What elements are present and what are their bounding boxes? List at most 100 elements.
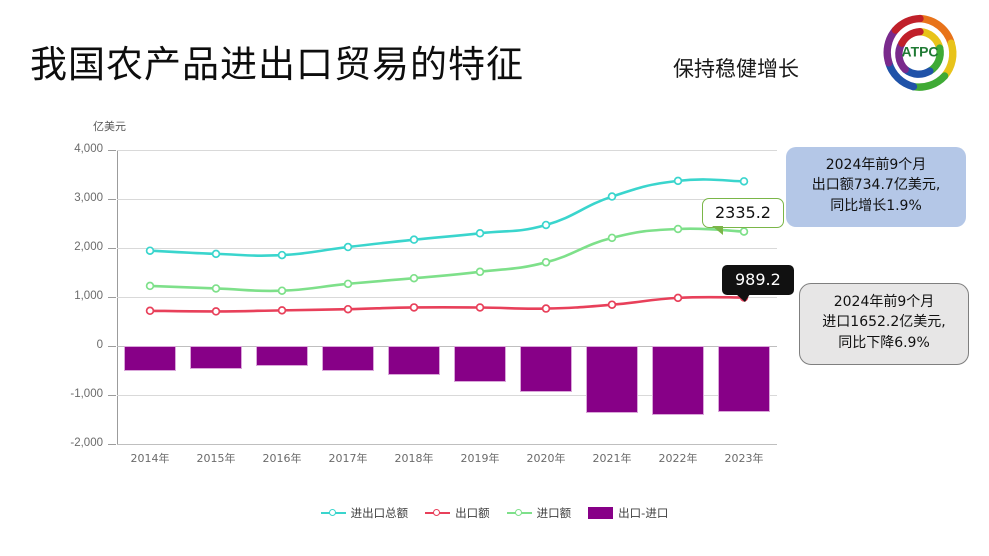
chart-legend: 进出口总额 出口额 进口额 出口-进口: [0, 505, 989, 521]
bar: [123, 346, 177, 371]
data-point-marker: [343, 242, 353, 252]
legend-item[interactable]: 出口-进口: [588, 505, 668, 521]
y-axis-tick: [108, 395, 116, 396]
bar: [453, 346, 507, 382]
legend-label: 出口额: [455, 506, 490, 520]
legend-line-marker-icon: [320, 508, 346, 518]
y-axis-label: 3,000: [74, 192, 103, 204]
export-note: 2024年前9个月 出口额734.7亿美元, 同比增长1.9%: [786, 147, 966, 227]
legend-swatch-icon: [588, 507, 614, 519]
x-axis-line: [117, 444, 777, 445]
y-axis-tick: [108, 150, 116, 151]
legend-label: 进出口总额: [350, 506, 409, 520]
bar: [255, 346, 309, 366]
bar: [651, 346, 705, 415]
import-value-tooltip: 2335.2: [702, 198, 784, 235]
line-path: [148, 227, 746, 293]
legend-item[interactable]: 进口额: [506, 505, 572, 521]
data-point-marker: [145, 246, 155, 255]
gridline: [117, 395, 777, 396]
data-point-marker: [475, 229, 485, 238]
data-point-marker: [673, 224, 683, 234]
y-axis-unit-label: 亿美元: [93, 120, 126, 133]
gridline: [117, 199, 777, 200]
data-point-marker: [277, 250, 287, 260]
x-axis-label: 2017年: [328, 452, 368, 465]
legend-item[interactable]: 出口额: [425, 505, 490, 521]
y-axis-tick: [108, 248, 116, 249]
data-point-marker: [541, 304, 551, 313]
data-point-marker: [277, 306, 287, 315]
bar: [189, 346, 243, 369]
y-axis-tick: [108, 444, 116, 445]
line-series-layer: [145, 176, 749, 316]
gridline: [117, 248, 777, 249]
page-title: 我国农产品进出口贸易的特征: [30, 43, 524, 86]
y-axis-label: -2,000: [70, 437, 103, 449]
trade-chart: 亿美元 4,000 3,000 2,000 1,000 0 -1,000 -2,000 20…: [60, 118, 790, 465]
import-note-line2: 进口1652.2亿美元,: [822, 314, 946, 331]
atpc-logo-icon: ATPC: [883, 14, 957, 91]
data-point-marker: [343, 304, 353, 314]
data-point-marker: [541, 220, 551, 230]
y-axis-label: -1,000: [70, 388, 103, 400]
import-note-line1: 2024年前9个月: [833, 294, 935, 310]
legend-item[interactable]: 进出口总额: [320, 505, 409, 521]
plot-area: 4,000 3,000 2,000 1,000 0 -1,000 -2,000 2014年 2…: [70, 143, 777, 465]
data-point-marker: [409, 235, 419, 244]
x-axis-label: 2023年: [724, 452, 764, 465]
data-point-marker: [343, 279, 353, 289]
y-axis-tick: [108, 346, 116, 347]
bar: [387, 346, 441, 376]
x-axis-label: 2014年: [130, 452, 170, 465]
data-point-marker: [211, 307, 221, 316]
data-point-marker: [607, 233, 617, 243]
gridline: [117, 297, 777, 298]
x-axis-label: 2018年: [394, 452, 434, 465]
data-point-marker: [541, 258, 551, 267]
legend-label: 出口-进口: [618, 506, 669, 520]
export-note-line1: 2024年前9个月: [825, 157, 927, 173]
bar: [321, 346, 375, 372]
y-axis-label: 0: [96, 339, 103, 351]
x-axis-label: 2020年: [526, 452, 566, 465]
data-point-marker: [607, 192, 617, 201]
export-note-line2: 出口额734.7亿美元,: [811, 177, 941, 194]
gridline: [117, 346, 777, 347]
data-point-marker: [277, 286, 287, 295]
data-point-marker: [673, 176, 683, 186]
data-point-marker: [739, 227, 749, 236]
x-axis-label: 2016年: [262, 452, 302, 465]
bar: [717, 346, 771, 412]
legend-line-marker-icon: [506, 508, 532, 518]
logo-text: ATPC: [902, 43, 939, 59]
data-point-marker: [673, 293, 683, 303]
bar: [519, 346, 573, 393]
data-point-marker: [145, 281, 155, 291]
data-point-marker: [739, 177, 749, 186]
y-axis-label: 1,000: [74, 290, 103, 302]
x-axis-label: 2015年: [196, 452, 236, 465]
y-axis-label: 2,000: [74, 241, 103, 253]
x-axis-label: 2019年: [460, 452, 500, 465]
gridline: [117, 150, 777, 151]
y-axis-tick: [108, 199, 116, 200]
data-point-marker: [607, 300, 617, 309]
data-point-marker: [145, 306, 155, 316]
legend-line-marker-icon: [425, 508, 451, 518]
line-path: [148, 178, 746, 257]
x-axis-label: 2021年: [592, 452, 632, 465]
import-note: 2024年前9个月 进口1652.2亿美元, 同比下降6.9%: [799, 283, 969, 365]
export-value-tooltip: 989.2: [722, 265, 794, 302]
legend-label: 进口额: [536, 506, 572, 520]
import-note-line3: 同比下降6.9%: [838, 334, 930, 351]
page-subtitle: 保持稳健增长: [673, 57, 799, 81]
data-point-marker: [475, 267, 485, 277]
data-point-marker: [409, 303, 419, 312]
y-axis-tick: [108, 297, 116, 298]
data-point-marker: [475, 303, 485, 312]
y-axis-label: 4,000: [74, 143, 103, 155]
data-point-marker: [409, 273, 419, 283]
data-point-marker: [211, 249, 221, 259]
